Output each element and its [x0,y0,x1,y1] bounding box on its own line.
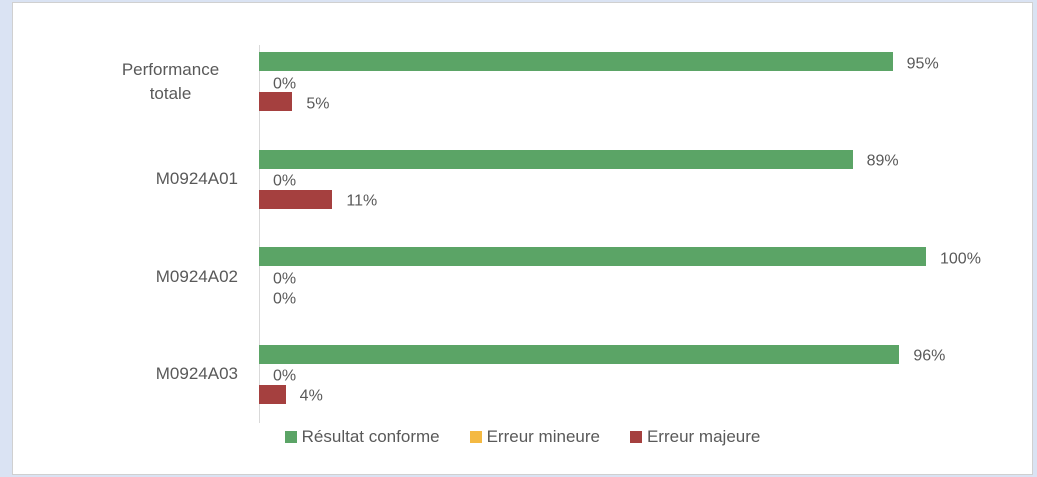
category-label: M0924A01 [155,169,238,189]
legend-swatch [629,431,642,443]
legend-label: Résultat conforme [301,427,440,446]
bar [259,92,293,112]
legend-label: Erreur mineure [486,427,600,446]
bar [259,52,893,72]
value-label: 96% [913,347,946,365]
value-label: 0% [273,172,297,190]
category-label: M0924A02 [155,266,238,286]
value-label: 11% [346,192,378,210]
value-label: 0% [273,290,297,308]
category-label: M0924A03 [155,364,238,384]
value-label: 0% [273,367,297,385]
legend-item: Erreur majeure [629,427,761,447]
bar [259,384,286,404]
legend: Résultat conforme Erreur mineure Erreur ma… [13,427,1032,447]
chart: Performance totale 95% 0% 5% M0924A01 89% 0% 11… [12,2,1033,475]
value-label: 4% [299,387,323,405]
legend-item: Erreur mineure [469,427,600,447]
value-label: 0% [273,75,297,93]
value-label: 5% [306,95,330,113]
value-label: 100% [940,250,981,268]
value-label: 0% [273,270,297,288]
legend-label: Erreur majeure [646,427,761,446]
bar [259,189,333,209]
plot-area: Performance totale 95% 0% 5% M0924A01 89% 0% 11… [13,3,1032,474]
bar [259,149,853,169]
category-label: Performance totale [121,59,220,103]
legend-swatch [469,431,482,443]
y-axis-line [259,45,260,423]
bar [259,247,926,267]
legend-item: Résultat conforme [284,427,440,447]
value-label: 95% [906,55,939,73]
bar [259,344,900,364]
legend-swatch [284,431,297,443]
value-label: 89% [866,152,899,170]
